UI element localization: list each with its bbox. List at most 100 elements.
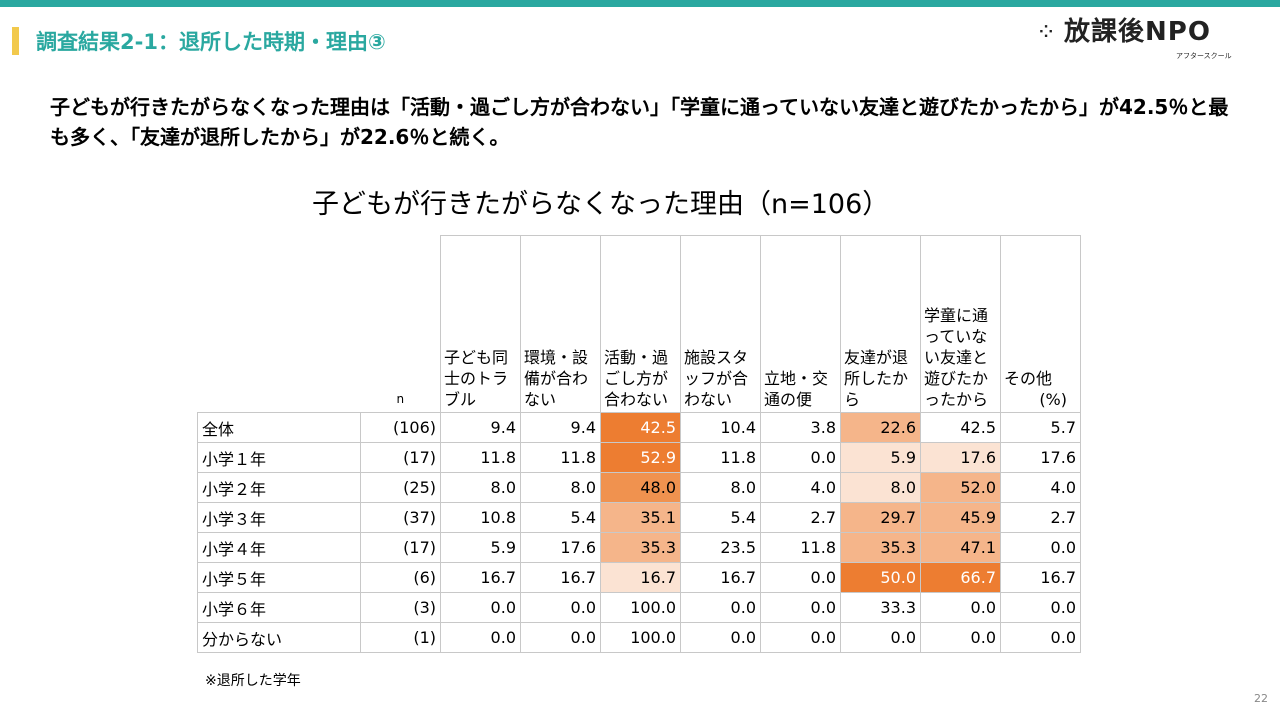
row-n: (17) [360, 532, 441, 563]
column-header: 施設スタッフが合わない [680, 235, 761, 413]
value-cell: 11.8 [440, 442, 521, 473]
column-header: 学童に通っていない友達と遊びたかったから [920, 235, 1001, 413]
value-cell: 16.7 [600, 562, 681, 593]
row-n: (106) [360, 412, 441, 443]
value-cell: 0.0 [1000, 532, 1081, 563]
value-cell: 2.7 [1000, 502, 1081, 533]
column-header-label: 活動・過ごし方が合わない [604, 348, 669, 409]
value-cell: 11.8 [680, 442, 761, 473]
value-cell: 8.0 [680, 472, 761, 503]
value-cell: 0.0 [440, 622, 521, 653]
value-cell: 11.8 [520, 442, 601, 473]
row-label: 全体 [197, 412, 361, 443]
table-row: 分からない (1) 0.0 0.0 100.0 0.0 0.0 0.0 0.0 0.0 [197, 622, 1081, 653]
value-cell: 5.4 [520, 502, 601, 533]
value-cell: 17.6 [920, 442, 1001, 473]
column-header: 環境・設備が合わない [520, 235, 601, 413]
column-header-label: 施設スタッフが合わない [684, 348, 749, 409]
value-cell: 35.3 [840, 532, 921, 563]
value-cell: 5.7 [1000, 412, 1081, 443]
value-cell: 0.0 [920, 592, 1001, 623]
value-cell: 8.0 [840, 472, 921, 503]
row-n: (3) [360, 592, 441, 623]
value-cell: 9.4 [440, 412, 521, 443]
logo: ⁘ 放課後NPO アフタースクール [1036, 14, 1266, 64]
value-cell: 5.4 [680, 502, 761, 533]
slide-title: 調査結果2-1：退所した時期・理由③ [36, 30, 386, 54]
corner-cell [197, 235, 361, 413]
column-header: 友達が退所したから [840, 235, 921, 413]
table-row: 全体 (106) 9.4 9.4 42.5 10.4 3.8 22.6 42.5 5.7 [197, 412, 1081, 443]
value-cell: 0.0 [760, 622, 841, 653]
value-cell: 9.4 [520, 412, 601, 443]
value-cell: 3.8 [760, 412, 841, 443]
value-cell: 35.3 [600, 532, 681, 563]
value-cell: 35.1 [600, 502, 681, 533]
table-row: 小学４年 (17) 5.9 17.6 35.3 23.5 11.8 35.3 47.1 0.0 [197, 532, 1081, 563]
row-label: 小学３年 [197, 502, 361, 533]
column-header-label: 学童に通っていない友達と遊びたかったから [924, 306, 989, 409]
value-cell: 5.9 [840, 442, 921, 473]
value-cell: 45.9 [920, 502, 1001, 533]
value-cell: 100.0 [600, 622, 681, 653]
page-number: 22 [1254, 692, 1268, 705]
row-label: 小学４年 [197, 532, 361, 563]
value-cell: 0.0 [520, 622, 601, 653]
value-cell: 50.0 [840, 562, 921, 593]
value-cell: 0.0 [760, 562, 841, 593]
footnote: ※退所した学年 [205, 673, 301, 689]
value-cell: 11.8 [760, 532, 841, 563]
value-cell: 10.8 [440, 502, 521, 533]
value-cell: 5.9 [440, 532, 521, 563]
value-cell: 16.7 [1000, 562, 1081, 593]
title-accent-marker [12, 27, 19, 55]
value-cell: 66.7 [920, 562, 1001, 593]
value-cell: 29.7 [840, 502, 921, 533]
value-cell: 42.5 [920, 412, 1001, 443]
value-cell: 0.0 [760, 442, 841, 473]
n-header: n [360, 235, 441, 413]
column-header-label: 立地・交通の便 [764, 369, 829, 409]
column-header: 立地・交通の便 [760, 235, 841, 413]
table-row: 小学３年 (37) 10.8 5.4 35.1 5.4 2.7 29.7 45.9 2.7 [197, 502, 1081, 533]
value-cell: 33.3 [840, 592, 921, 623]
value-cell: 4.0 [760, 472, 841, 503]
value-cell: 16.7 [520, 562, 601, 593]
table-row: 小学２年 (25) 8.0 8.0 48.0 8.0 4.0 8.0 52.0 4.0 [197, 472, 1081, 503]
value-cell: 4.0 [1000, 472, 1081, 503]
row-label: 小学５年 [197, 562, 361, 593]
table-row: 小学６年 (3) 0.0 0.0 100.0 0.0 0.0 33.3 0.0 0.0 [197, 592, 1081, 623]
row-label: 小学１年 [197, 442, 361, 473]
value-cell: 23.5 [680, 532, 761, 563]
value-cell: 0.0 [920, 622, 1001, 653]
value-cell: 0.0 [520, 592, 601, 623]
value-cell: 22.6 [840, 412, 921, 443]
value-cell: 47.1 [920, 532, 1001, 563]
value-cell: 0.0 [440, 592, 521, 623]
column-header: その他 (%) [1000, 235, 1081, 413]
table-row: 小学１年 (17) 11.8 11.8 52.9 11.8 0.0 5.9 17.6 17.6 [197, 442, 1081, 473]
value-cell: 17.6 [1000, 442, 1081, 473]
value-cell: 100.0 [600, 592, 681, 623]
unit-label: (%) [1039, 390, 1067, 409]
value-cell: 2.7 [760, 502, 841, 533]
row-n: (6) [360, 562, 441, 593]
top-accent-bar [0, 0, 1280, 7]
column-header-label: その他 [1004, 369, 1053, 388]
logo-text: 放課後NPO [1064, 17, 1211, 47]
value-cell: 8.0 [520, 472, 601, 503]
row-label: 分からない [197, 622, 361, 653]
value-cell: 52.9 [600, 442, 681, 473]
row-n: (17) [360, 442, 441, 473]
value-cell: 8.0 [440, 472, 521, 503]
results-table: n 子ども同士のトラブル 環境・設備が合わない 活動・過ごし方が合わない 施設スタッフ… [197, 235, 1081, 653]
value-cell: 0.0 [680, 592, 761, 623]
row-n: (25) [360, 472, 441, 503]
value-cell: 0.0 [680, 622, 761, 653]
row-label: 小学６年 [197, 592, 361, 623]
value-cell: 10.4 [680, 412, 761, 443]
table-row: 小学５年 (6) 16.7 16.7 16.7 16.7 0.0 50.0 66.7 16.7 [197, 562, 1081, 593]
column-header-label: 環境・設備が合わない [524, 348, 589, 409]
value-cell: 48.0 [600, 472, 681, 503]
value-cell: 0.0 [1000, 622, 1081, 653]
